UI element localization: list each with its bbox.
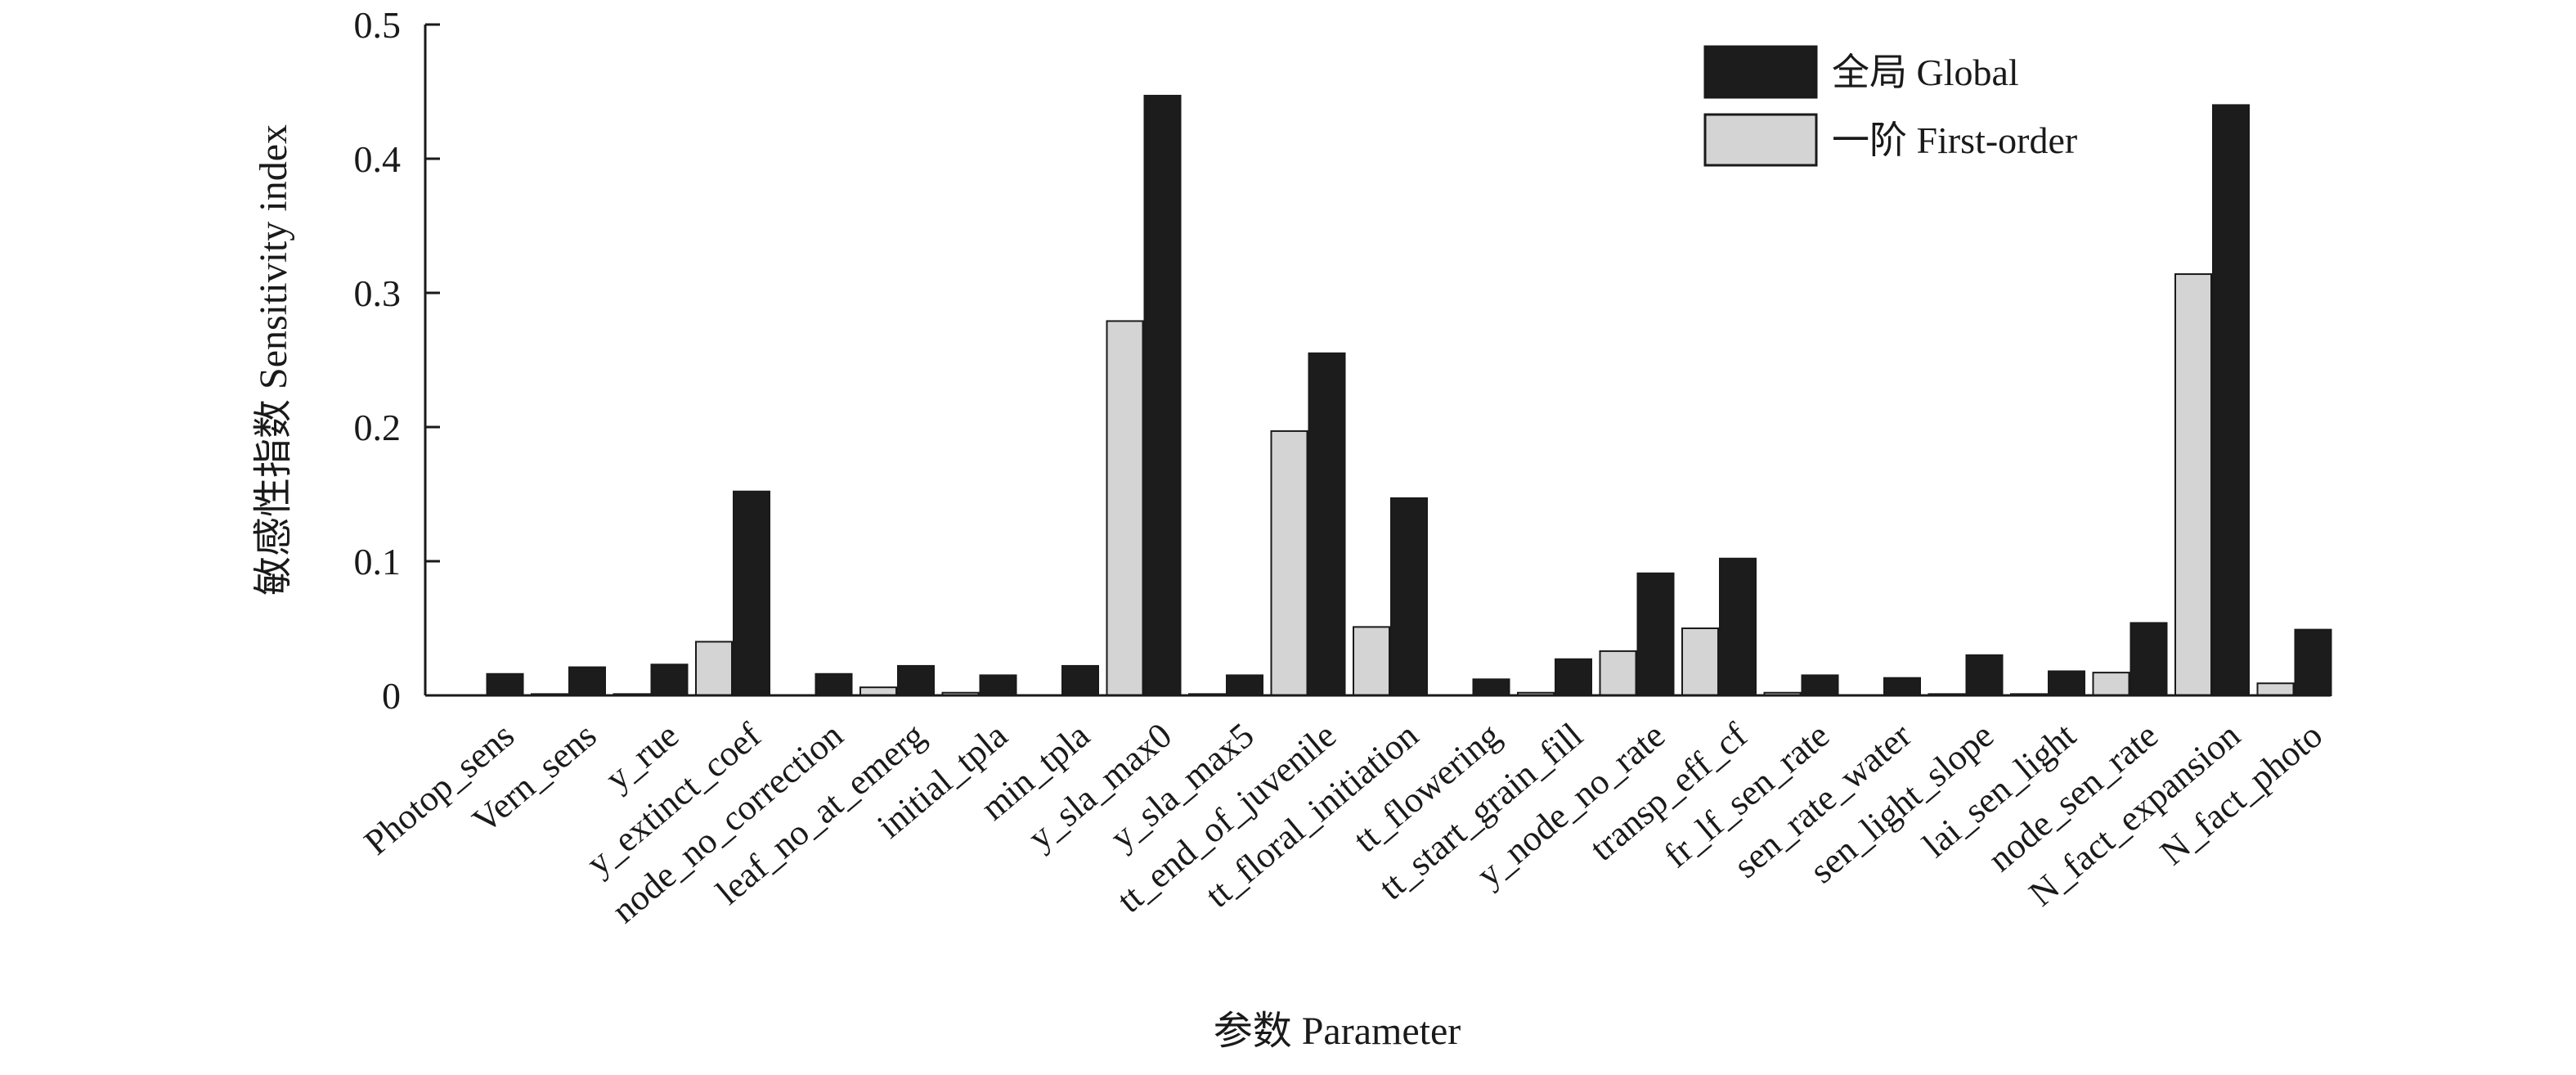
- bar-global: [1719, 557, 1757, 696]
- legend-swatch-first-order: [1703, 113, 1818, 167]
- legend: 全局 Global 一阶 First-order: [1703, 45, 2077, 167]
- axes-layer: [424, 25, 2331, 697]
- bar-global: [1061, 664, 1099, 696]
- bar-global: [1965, 654, 2004, 696]
- bar-global: [1390, 497, 1428, 696]
- bar-global: [733, 490, 770, 696]
- legend-label-first-order: 一阶 First-order: [1832, 119, 2077, 161]
- bar-global: [2294, 628, 2332, 697]
- bar-global: [2048, 670, 2085, 696]
- bar-global: [1636, 572, 1675, 697]
- bar-first-order: [2256, 682, 2295, 696]
- bar-global: [2129, 622, 2168, 696]
- bar-global: [1143, 94, 1182, 697]
- bar-first-order: [1681, 627, 1719, 696]
- y-axis-title: 敏感性指数 Sensitivity index: [252, 124, 295, 596]
- bar-first-order: [2092, 672, 2130, 696]
- bars-layer: [486, 94, 2332, 697]
- bar-global: [1883, 677, 1921, 696]
- bar-global: [650, 663, 689, 697]
- bar-first-order: [1270, 430, 1308, 696]
- bar-global: [815, 672, 853, 697]
- y-tick-label: 0: [382, 675, 401, 717]
- y-ticks-layer: 0 0.1 0.2 0.3 0.4 0.5: [354, 4, 440, 717]
- bar-global: [1555, 658, 1592, 696]
- legend-label-global: 全局 Global: [1832, 52, 2019, 93]
- bar-global: [568, 666, 606, 696]
- y-tick-label: 0.3: [354, 272, 402, 314]
- bar-first-order: [1106, 320, 1144, 696]
- bar-global: [897, 664, 935, 696]
- bar-first-order: [1599, 650, 1637, 697]
- bar-first-order: [695, 641, 733, 697]
- x-labels-layer: Photop_sensVern_sensy_ruey_extinct_coefn…: [357, 715, 2330, 931]
- bar-global: [486, 672, 524, 697]
- x-axis-title: 参数 Parameter: [1214, 1010, 1461, 1053]
- y-tick-label: 0.5: [354, 4, 402, 46]
- bar-global: [1308, 352, 1346, 696]
- y-tick-label: 0.1: [354, 541, 402, 582]
- bar-global: [2212, 104, 2250, 696]
- bar-global: [1226, 674, 1263, 697]
- bar-global: [979, 674, 1017, 697]
- legend-swatch-global: [1703, 45, 1818, 99]
- bar-first-order: [1353, 626, 1390, 696]
- y-tick-label: 0.2: [354, 407, 402, 448]
- bar-global: [1472, 678, 1510, 697]
- bar-global: [1801, 674, 1839, 697]
- bar-first-order: [2174, 273, 2212, 697]
- y-tick-label: 0.4: [354, 138, 402, 180]
